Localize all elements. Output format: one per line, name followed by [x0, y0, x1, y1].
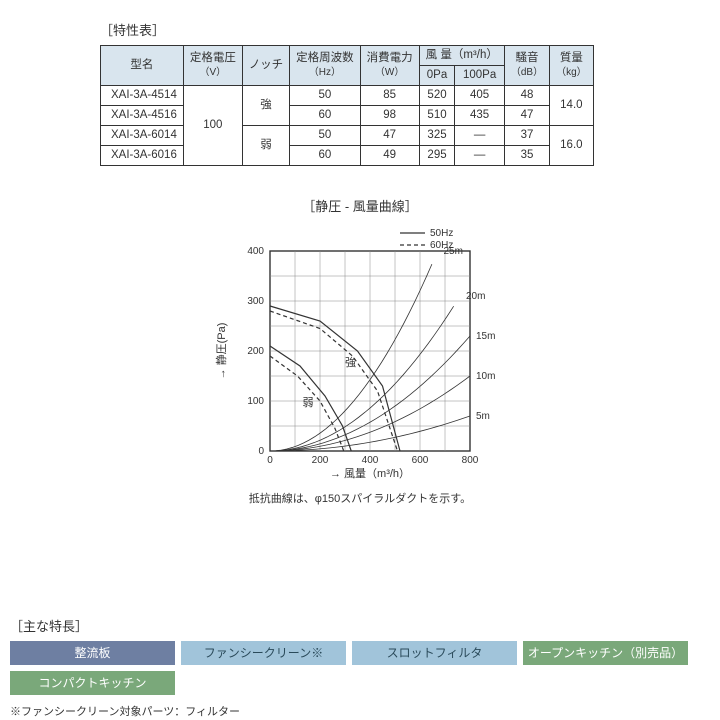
svg-text:15m: 15m — [476, 331, 495, 342]
svg-text:400: 400 — [362, 455, 379, 466]
th-noise: 騒音（dB） — [504, 46, 549, 86]
features-note: ※ファンシークリーン対象パーツ：フィルター — [10, 703, 720, 719]
svg-text:600: 600 — [412, 455, 429, 466]
svg-text:10m: 10m — [476, 371, 495, 382]
th-af0: 0Pa — [419, 65, 455, 85]
chart-note: 抵抗曲線は、φ150スパイラルダクトを示す。 — [0, 490, 720, 506]
th-model: 型名 — [101, 46, 184, 86]
th-power: 消費電力（W） — [360, 46, 419, 86]
spec-table-title: ［特性表］ — [100, 20, 720, 39]
svg-text:20m: 20m — [466, 291, 485, 302]
svg-text:50Hz: 50Hz — [430, 228, 453, 239]
svg-text:200: 200 — [247, 346, 264, 357]
spec-table: 型名 定格電圧（V） ノッチ 定格周波数（Hz） 消費電力（W） 風 量（m³/… — [100, 45, 594, 166]
svg-text:→ 風量（m³/h）: → 風量（m³/h） — [330, 467, 410, 480]
table-row: XAI-3A-6016 6049 295— 35 — [101, 145, 594, 165]
svg-text:400: 400 — [247, 246, 264, 257]
feature-badge: コンパクトキッチン — [10, 671, 175, 695]
svg-text:強: 強 — [345, 356, 356, 369]
th-voltage: 定格電圧（V） — [183, 46, 242, 86]
svg-text:弱: 弱 — [303, 396, 314, 409]
features-title: ［主な特長］ — [10, 616, 720, 635]
table-row: XAI-3A-6014 弱 5047 325— 37 16.0 — [101, 125, 594, 145]
pressure-airflow-chart: 02004006008000100200300400→ 風量（m³/h）→ 静圧… — [200, 221, 520, 481]
svg-text:5m: 5m — [476, 411, 490, 422]
svg-text:0: 0 — [258, 446, 264, 457]
svg-text:800: 800 — [462, 455, 479, 466]
svg-text:0: 0 — [267, 455, 273, 466]
svg-text:→ 静圧(Pa): → 静圧(Pa) — [214, 322, 228, 379]
table-row: XAI-3A-4516 6098 510435 47 — [101, 105, 594, 125]
feature-badge: ファンシークリーン※ — [181, 641, 346, 665]
th-airflow: 風 量（m³/h） — [419, 46, 504, 66]
svg-text:100: 100 — [247, 396, 264, 407]
th-freq: 定格周波数（Hz） — [290, 46, 361, 86]
feature-badge: スロットフィルタ — [352, 641, 517, 665]
th-notch: ノッチ — [242, 46, 289, 86]
th-mass: 質量（kg） — [550, 46, 594, 86]
table-row: XAI-3A-4514 100 強 5085 520405 48 14.0 — [101, 85, 594, 105]
svg-text:200: 200 — [312, 455, 329, 466]
th-af100: 100Pa — [455, 65, 504, 85]
svg-text:300: 300 — [247, 296, 264, 307]
svg-text:60Hz: 60Hz — [430, 240, 453, 251]
feature-badge: オープンキッチン（別売品） — [523, 641, 688, 665]
chart-title: ［静圧 - 風量曲線］ — [0, 196, 720, 215]
feature-badges: 整流板ファンシークリーン※スロットフィルタオープンキッチン（別売品） コンパクトキ… — [10, 641, 710, 695]
feature-badge: 整流板 — [10, 641, 175, 665]
